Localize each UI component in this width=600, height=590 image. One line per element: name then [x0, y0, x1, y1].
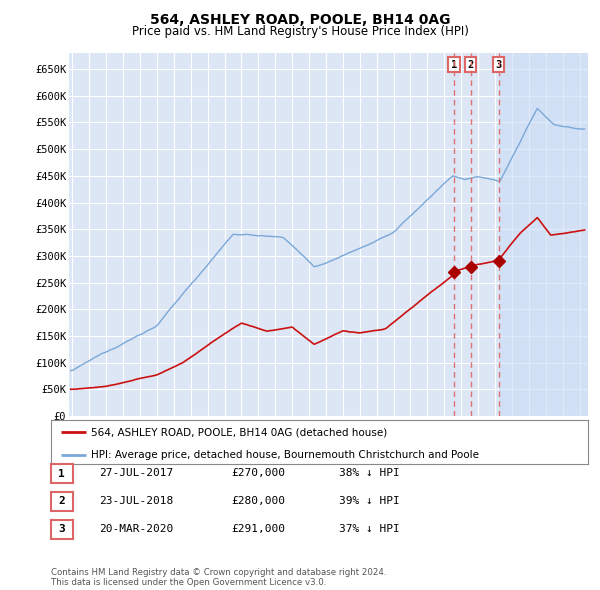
Text: 1: 1 — [451, 60, 457, 70]
Text: 564, ASHLEY ROAD, POOLE, BH14 0AG (detached house): 564, ASHLEY ROAD, POOLE, BH14 0AG (detac… — [91, 427, 388, 437]
Text: Price paid vs. HM Land Registry's House Price Index (HPI): Price paid vs. HM Land Registry's House … — [131, 25, 469, 38]
Text: 2: 2 — [467, 60, 474, 70]
Text: £291,000: £291,000 — [231, 524, 285, 533]
Text: 20-MAR-2020: 20-MAR-2020 — [99, 524, 173, 533]
Text: 37% ↓ HPI: 37% ↓ HPI — [339, 524, 400, 533]
Text: £280,000: £280,000 — [231, 496, 285, 506]
Text: 3: 3 — [496, 60, 502, 70]
Text: Contains HM Land Registry data © Crown copyright and database right 2024.
This d: Contains HM Land Registry data © Crown c… — [51, 568, 386, 587]
Text: 564, ASHLEY ROAD, POOLE, BH14 0AG: 564, ASHLEY ROAD, POOLE, BH14 0AG — [150, 13, 450, 27]
Text: £270,000: £270,000 — [231, 468, 285, 478]
Bar — [499, 53, 588, 416]
Text: 2: 2 — [58, 497, 65, 506]
Text: HPI: Average price, detached house, Bournemouth Christchurch and Poole: HPI: Average price, detached house, Bour… — [91, 450, 479, 460]
Text: 3: 3 — [58, 525, 65, 534]
Text: 23-JUL-2018: 23-JUL-2018 — [99, 496, 173, 506]
Text: 39% ↓ HPI: 39% ↓ HPI — [339, 496, 400, 506]
Text: 1: 1 — [58, 469, 65, 478]
Text: 27-JUL-2017: 27-JUL-2017 — [99, 468, 173, 478]
Text: 38% ↓ HPI: 38% ↓ HPI — [339, 468, 400, 478]
